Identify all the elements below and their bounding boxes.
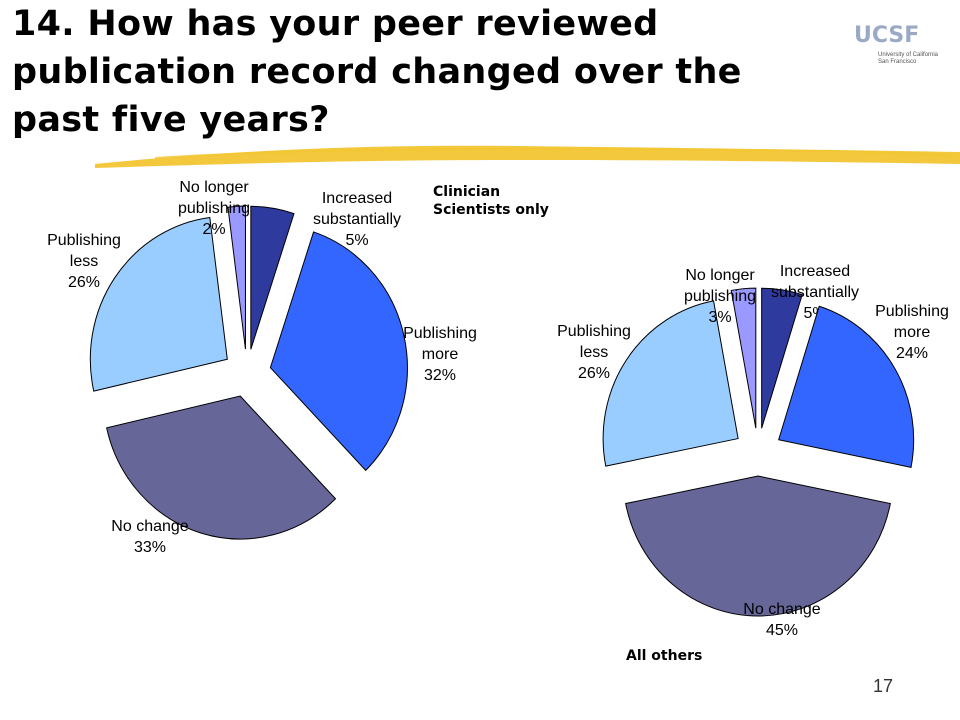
slice-label-publishing-less: Publishing less 26% bbox=[557, 323, 631, 382]
chart-caption-1: Clinician Scientists only bbox=[433, 184, 549, 218]
pie-slice-publishing-less bbox=[89, 216, 228, 392]
pie-slice-increased-substantially bbox=[250, 205, 295, 350]
slice-label-no-change: No change 45% bbox=[743, 601, 820, 639]
pie-slice-no-change bbox=[625, 475, 891, 617]
pie-slice-no-longer-publishing bbox=[227, 205, 246, 350]
slice-label-increased-substantially: Increased substantially 5% bbox=[313, 190, 401, 249]
slide-title: 14. How has your peer reviewed publicati… bbox=[12, 4, 742, 140]
slice-label-no-longer-publishing: No longer publishing 2% bbox=[178, 179, 250, 238]
chart-caption-2: All others bbox=[626, 648, 702, 664]
logo-line-1: University of California bbox=[878, 52, 939, 58]
pie-slice-publishing-less bbox=[602, 300, 739, 467]
logo-mark: UCSF bbox=[854, 23, 919, 48]
ucsf-logo: UCSF University of California San Franci… bbox=[854, 23, 939, 65]
pie-slice-no-change bbox=[106, 395, 337, 540]
slice-label-no-change: No change 33% bbox=[111, 518, 188, 556]
slice-label-publishing-less: Publishing less 26% bbox=[47, 232, 121, 291]
pie-chart-1: Increased substantially 5% Publishing more 32… bbox=[47, 179, 549, 556]
pie-slice-publishing-more bbox=[269, 231, 408, 472]
page-number: 17 bbox=[873, 676, 894, 696]
logo-line-2: San Francisco bbox=[878, 59, 917, 65]
pie-slice-no-longer-publishing bbox=[730, 287, 757, 429]
slice-label-publishing-more: Publishing more 32% bbox=[403, 325, 477, 384]
slice-label-publishing-more: Publishing more 24% bbox=[875, 303, 949, 362]
pie-chart-2: Increased substantially 5% Publishing more 24… bbox=[557, 263, 949, 664]
decorative-brush-stroke bbox=[95, 145, 960, 168]
pie-slice-publishing-more bbox=[778, 305, 915, 468]
pie-slice-increased-substantially bbox=[761, 287, 803, 429]
slice-label-no-longer-publishing: No longer publishing 3% bbox=[684, 267, 756, 326]
